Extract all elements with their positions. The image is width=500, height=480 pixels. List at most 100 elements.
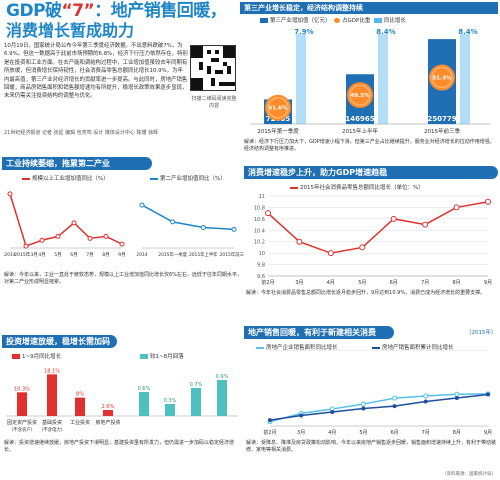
x-tick-label: 3月 <box>297 430 305 436</box>
x-tick-label: 4月 <box>327 280 335 286</box>
data-point <box>454 396 459 400</box>
investment-legend-1: 1~9月同比增长 <box>12 352 61 360</box>
series-line <box>141 204 235 231</box>
data-point <box>231 226 237 232</box>
category-sublabel: （不含农户） <box>9 426 35 433</box>
share-label: 51.6% <box>268 106 288 112</box>
x-tick-label: 8月 <box>452 280 460 286</box>
secondary-industry-chart: 2014 2015年一季度2015年上半年2015年前三季 <box>136 202 244 258</box>
x-tick-label: 2015年一季度 <box>158 251 187 258</box>
x-tick-label: 2015年前三季 <box>220 251 244 258</box>
bar <box>191 388 201 416</box>
bar-value-label: 8% <box>76 392 84 398</box>
bar <box>103 410 113 416</box>
x-tick-label: 7月 <box>421 280 429 286</box>
x-tick-label: 9月 <box>484 430 492 436</box>
data-point <box>7 191 13 197</box>
bar-value-label: 0.9% <box>216 374 229 380</box>
share-label: 51.4% <box>432 76 452 82</box>
bar-value-label: 146965 <box>345 115 374 123</box>
industry-legend-2: 第二产业增加值同比（%） <box>150 174 226 182</box>
x-tick-label: 6月 <box>390 280 398 286</box>
data-point <box>423 393 429 399</box>
x-tick-label: 7月 <box>422 430 430 436</box>
share-pie <box>429 64 455 91</box>
x-tick-label: 6月 <box>390 430 398 436</box>
legend-label: 第三产业增加值（亿元） <box>270 18 331 24</box>
growth-bar <box>296 34 306 124</box>
y-tick-label: 9.6 <box>257 274 265 280</box>
qr-code-icon[interactable] <box>190 45 236 91</box>
bar-value-label: 0.3% <box>164 398 177 404</box>
share-label: 49.5% <box>350 93 370 99</box>
data-point <box>71 220 77 226</box>
legend-label: 占GDP比重 <box>342 18 371 24</box>
growth-label: 7.9% <box>294 28 313 36</box>
bar <box>217 380 227 416</box>
growth-label: 8.4% <box>458 28 477 36</box>
data-point <box>55 233 61 239</box>
data-point <box>360 401 366 407</box>
bar-value-label: 2.6% <box>102 404 115 410</box>
data-point <box>296 238 303 245</box>
y-tick-label: 11 <box>259 194 265 200</box>
y-tick-label: 10 <box>259 251 265 257</box>
section-header-industry: 工业持续萎缩，拖累第二产业 <box>2 157 152 170</box>
share-pie <box>347 82 373 109</box>
data-point <box>454 391 460 397</box>
data-point <box>23 243 29 249</box>
category-label: 2015年第一季度 <box>257 127 299 135</box>
structure-chart: 7260551.6%7.9%2015年第一季度14696549.5%8.4%20… <box>250 28 490 135</box>
data-point <box>103 233 109 239</box>
y-tick-label: 10.8 <box>254 205 265 211</box>
data-point <box>392 404 397 409</box>
y-tick-label: 30% <box>256 350 267 352</box>
structure-legend: 第三产业增加值（亿元） 占GDP比重 同比增长 <box>260 16 406 24</box>
x-tick-label: 前2月 <box>263 429 276 436</box>
category-label: 固定资产投资 <box>7 419 37 426</box>
x-tick-label: 5月 <box>54 252 62 258</box>
x-tick-label: 2015年上半年 <box>189 251 218 258</box>
share-pie-ring <box>267 96 289 119</box>
property-chart: -20%-10%0%10%20%30%40% 前2月 3月 4月 5月 6月 7月 8月 9月 <box>254 350 492 436</box>
category-sublabel: （不含电力） <box>39 426 65 433</box>
intro-paragraph: 10月19日，国家统计局公布今年第三季度经济数据。不出意料跌破7%，为6.9%。… <box>4 43 188 100</box>
data-point <box>268 418 272 423</box>
bar <box>75 397 85 416</box>
structure-note: 解读：经济下行压力加大下，GDP增速小幅下滑。但第三产业占比继续提升，服务业对经… <box>244 139 495 152</box>
legend-label: 房地产企业销售面积同比增长 <box>266 345 338 351</box>
investment-legend-2: 较1~8月回落 <box>140 352 184 360</box>
consumption-note: 解读：今年社会消费品零售总额同比增长逐月稳步回升，9月达到10.9%，消费已成为… <box>246 290 486 296</box>
legend-label: 同比增长 <box>383 18 406 24</box>
legend-label: 较1~8月回落 <box>150 354 184 360</box>
bar-value-label: 250779 <box>427 115 456 123</box>
y-tick-label: 10.6 <box>254 217 265 223</box>
page-title: GDP破“7”：地产销售回暖， <box>6 1 227 21</box>
share-pie <box>265 94 291 121</box>
category-label: 工业投资 <box>70 419 90 426</box>
data-point <box>200 224 206 230</box>
y-tick-label: 9.8 <box>257 263 265 269</box>
series-line <box>9 193 123 248</box>
investment-note: 解读：投资增速继续放缓，房地产投资下滑明显，基建投资虽有所发力，但仍需进一步加码… <box>4 440 235 453</box>
section-header-structure: 第三产业增长稳定，经济结构调整持续 <box>240 2 498 14</box>
x-tick-label: 5月 <box>359 430 367 436</box>
series-line <box>269 393 489 421</box>
data-point <box>392 395 398 401</box>
data-point <box>485 198 491 205</box>
x-tick-label: 9月 <box>118 252 126 258</box>
industry-note: 解读：今年以来，工业一直处于疲软态势，规模以上工业增加值同比增长仅6%左右，远低… <box>4 272 242 285</box>
data-point <box>453 204 460 211</box>
growth-bar <box>378 34 388 124</box>
x-tick-label: 3月 <box>295 280 303 286</box>
y-tick-label: 0% <box>259 350 267 352</box>
legend-swatch <box>260 18 268 23</box>
x-tick-label: 8月 <box>453 430 461 436</box>
data-point <box>361 406 366 411</box>
property-note: 解读：受降息、降准及房贷政策松动影响，今年以来房地产销售逐步回暖，销售面积增速持… <box>246 440 497 453</box>
data-point <box>139 202 145 208</box>
share-pie-ring <box>431 66 453 89</box>
x-tick-label: 4月 <box>328 430 336 436</box>
x-tick-label: 2015年3月 <box>14 251 38 258</box>
